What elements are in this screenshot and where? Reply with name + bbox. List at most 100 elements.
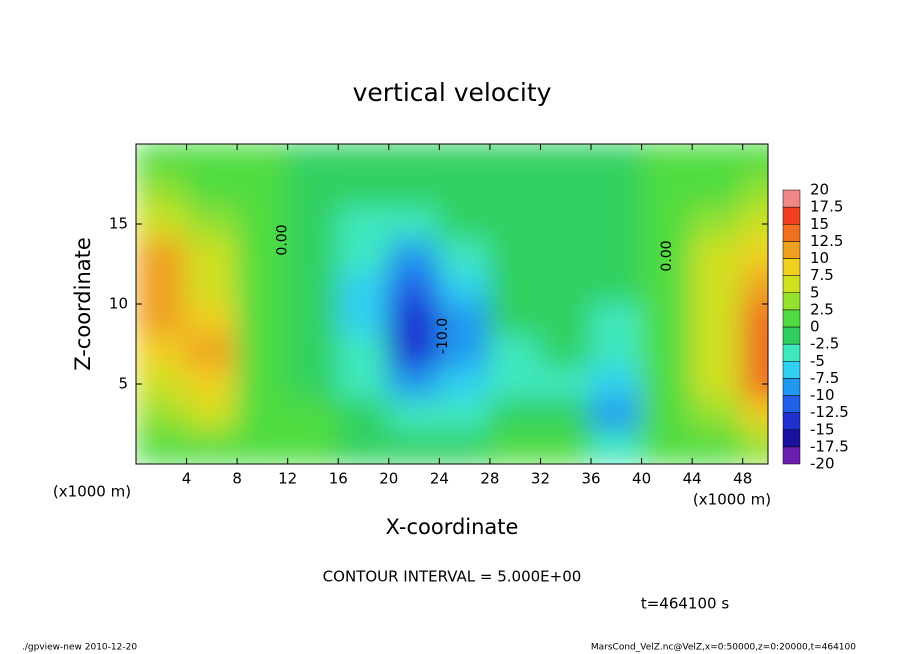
field-cell	[136, 335, 188, 369]
field-cell	[741, 431, 768, 464]
field-cell	[185, 335, 239, 369]
field-cell	[236, 175, 289, 209]
field-cell	[488, 144, 542, 177]
y-tick-label: 5	[118, 375, 128, 393]
colorbar-swatch	[782, 412, 801, 430]
overlay: 4 8 12 16 20 24 28 32 36 40 44 48510150.00-10.00.00…	[109, 143, 849, 488]
field-cell	[337, 335, 390, 369]
field-cell	[488, 207, 542, 241]
field-cell	[286, 303, 340, 337]
field-cell	[136, 303, 188, 337]
colorbar-swatch	[782, 429, 801, 448]
field-cell	[236, 399, 289, 433]
field-cell	[640, 303, 694, 337]
field	[136, 144, 768, 464]
field-cell	[741, 239, 768, 273]
field-cell	[236, 271, 289, 305]
field-cell	[136, 271, 188, 305]
colorbar-label: 5	[810, 283, 820, 301]
contour-interval: CONTOUR INTERVAL = 5.000E+00	[323, 568, 582, 586]
field-cell	[136, 431, 188, 464]
field-cell	[691, 175, 744, 209]
x-tick-label: 48	[733, 470, 752, 488]
field-cell	[286, 399, 340, 433]
field-cell	[438, 239, 491, 273]
field-cell	[640, 431, 694, 464]
colorbar-swatch	[782, 395, 801, 413]
field-cell	[640, 207, 694, 241]
field-cell	[438, 431, 491, 464]
field-cell	[539, 431, 593, 464]
field-cell	[590, 175, 643, 209]
field-cell	[236, 335, 289, 369]
field-cell	[286, 367, 340, 401]
field-cell	[236, 431, 289, 464]
colorbar-swatch	[782, 292, 801, 311]
colorbar-label: 2.5	[810, 300, 834, 318]
field-cell	[488, 431, 542, 464]
field-cell	[185, 175, 239, 209]
field-cell	[387, 271, 441, 305]
colorbar-label: 0	[810, 318, 820, 336]
x-tick-label: 4	[182, 470, 192, 488]
field-cell	[438, 303, 491, 337]
colorbar-label: -20	[810, 455, 835, 473]
field-cell	[691, 239, 744, 273]
colorbar-label: -2.5	[810, 335, 839, 353]
field-cell	[488, 335, 542, 369]
field-cell	[691, 207, 744, 241]
field-cell	[640, 239, 694, 273]
x-tick-label: 24	[430, 470, 449, 488]
field-cell	[136, 239, 188, 273]
field-cell	[286, 271, 340, 305]
field-cell	[590, 207, 643, 241]
field-cell	[337, 399, 390, 433]
field-cell	[741, 271, 768, 305]
contour-label: -10.0	[435, 318, 451, 354]
field-cell	[691, 144, 744, 177]
field-cell	[185, 303, 239, 337]
colorbar-swatch	[782, 378, 801, 396]
field-cell	[387, 303, 441, 337]
field-cell	[337, 175, 390, 209]
field-cell	[387, 335, 441, 369]
x-tick-label: 40	[632, 470, 651, 488]
colorbar-label: 7.5	[810, 266, 834, 284]
x-tick-label: 16	[329, 470, 348, 488]
x-unit-left: (x1000 m)	[53, 483, 131, 501]
field-cell	[438, 399, 491, 433]
field-cell	[539, 175, 593, 209]
field-cell	[488, 271, 542, 305]
field-cell	[136, 175, 188, 209]
field-cell	[337, 303, 390, 337]
contour-label: 0.00	[275, 224, 291, 255]
field-cell	[185, 144, 239, 177]
x-tick-label: 36	[581, 470, 600, 488]
field-cell	[236, 207, 289, 241]
field-cell	[438, 175, 491, 209]
field-cell	[337, 271, 390, 305]
x-tick-label: 20	[379, 470, 398, 488]
field-cell	[136, 207, 188, 241]
field-cell	[539, 271, 593, 305]
field-cell	[539, 335, 593, 369]
field-cell	[640, 367, 694, 401]
colorbar-label: -15	[810, 420, 835, 438]
field-cell	[185, 271, 239, 305]
colorbar-label: 20	[810, 181, 829, 199]
field-cell	[337, 144, 390, 177]
colorbar-swatch	[782, 361, 801, 379]
colorbar-swatch	[782, 275, 801, 293]
field-cell	[337, 431, 390, 464]
colorbar-label: -12.5	[810, 403, 849, 421]
colorbar-label: 15	[810, 215, 829, 233]
field-cell	[539, 367, 593, 401]
field-cell	[590, 399, 643, 433]
field-cell	[387, 207, 441, 241]
colorbar-swatch	[782, 206, 801, 225]
field-cell	[488, 175, 542, 209]
field-cell	[640, 271, 694, 305]
field-cell	[539, 207, 593, 241]
field-cell	[387, 175, 441, 209]
field-cell	[337, 239, 390, 273]
